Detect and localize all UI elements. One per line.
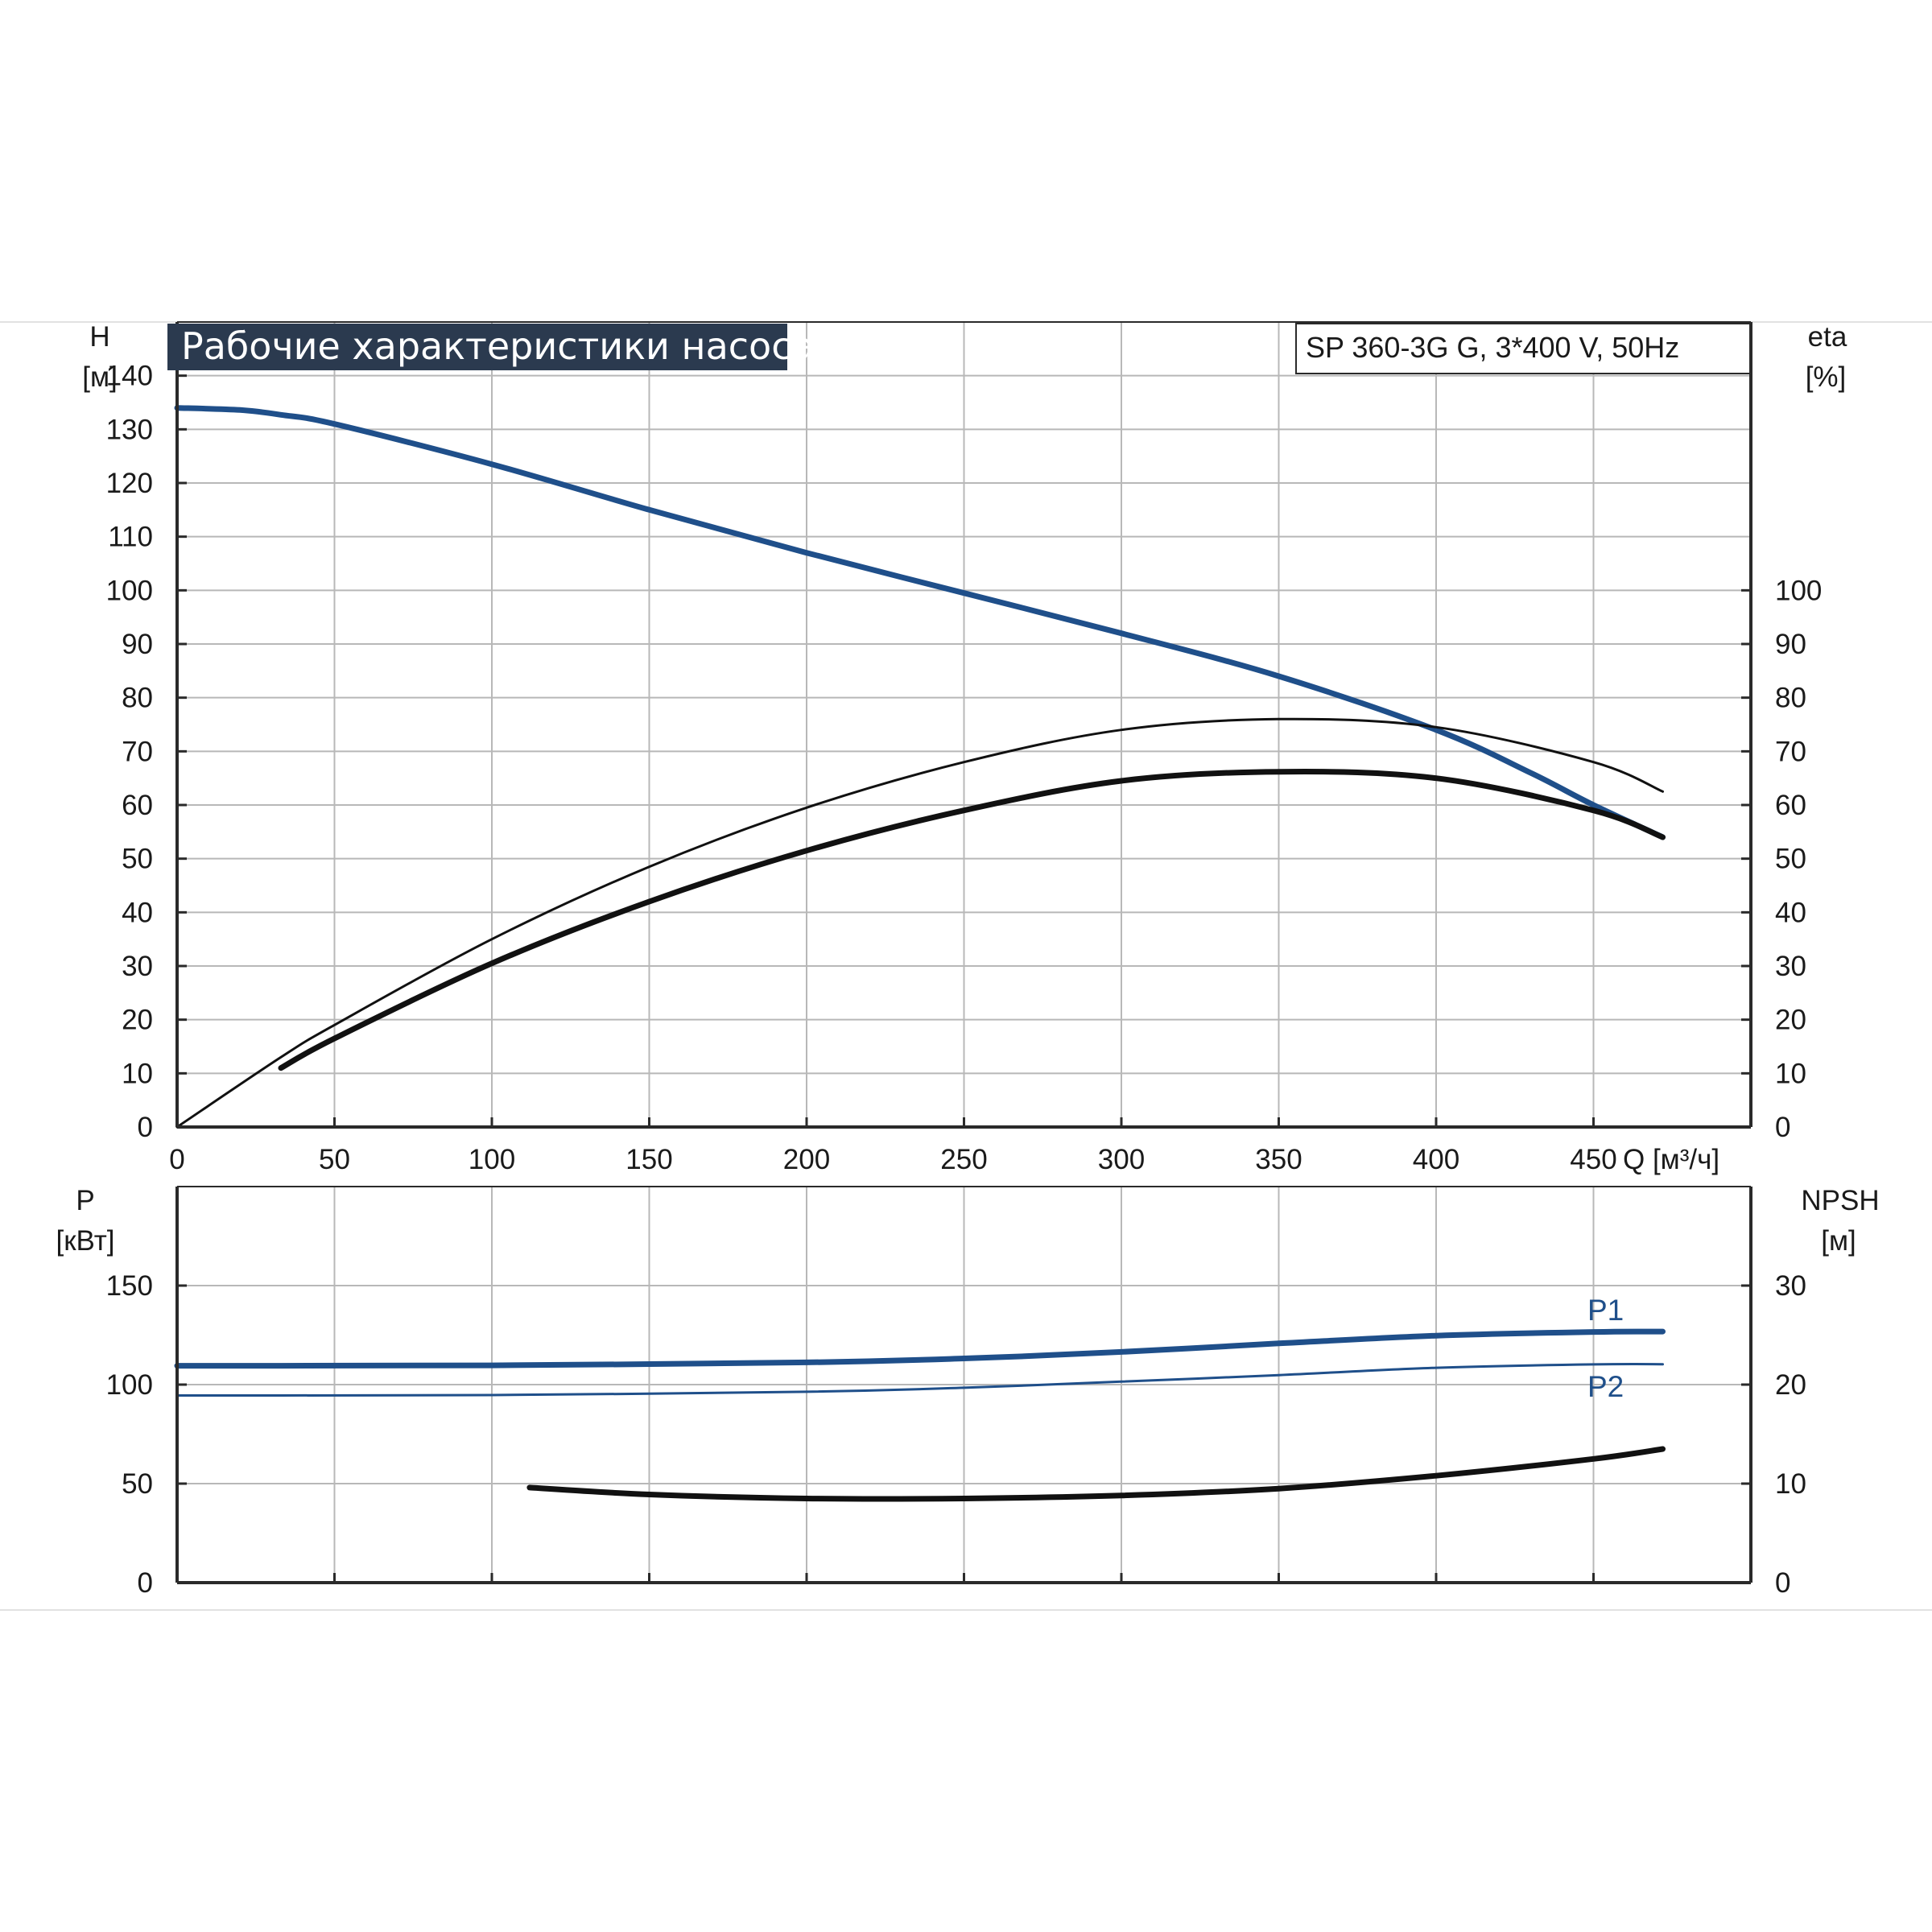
x-tick-label: 350: [1255, 1144, 1302, 1175]
p-axis-unit: [кВт]: [56, 1225, 115, 1257]
bottom-panel-grid: [177, 1186, 1752, 1583]
chart-title: Рабочие характеристики насоса: [181, 324, 815, 368]
bottom-panel-axes: [175, 1186, 1752, 1584]
q-axis-label: Q [м³/ч]: [1623, 1144, 1719, 1175]
h-tick-label: 50: [122, 844, 153, 875]
h-tick-label: 110: [108, 522, 153, 553]
p-axis-label: P: [76, 1185, 94, 1216]
p-tick-label: 150: [106, 1270, 153, 1302]
x-tick-label: 150: [625, 1144, 672, 1175]
x-tick-label: 200: [783, 1144, 830, 1175]
eta-tick-label: 100: [1775, 575, 1822, 606]
h-tick-label: 10: [122, 1058, 153, 1089]
npsh-axis-label: NPSH: [1801, 1185, 1879, 1216]
eta-axis-unit: [%]: [1806, 361, 1847, 393]
tick-labels: 0 50 100 150 200 250 300 350 400 4500102030405060…: [106, 361, 1823, 1599]
bottom-npsh-curve: [526, 1446, 1666, 1502]
npsh-tick-label: 20: [1775, 1369, 1806, 1401]
x-tick-label: 450: [1570, 1144, 1616, 1175]
p-tick-label: 50: [122, 1468, 153, 1500]
npsh-tick-label: 0: [1775, 1567, 1790, 1599]
eta-tick-label: 50: [1775, 844, 1806, 875]
x-tick-label: 50: [319, 1144, 350, 1175]
eta-tick-label: 20: [1775, 1005, 1806, 1036]
x-tick-label: 400: [1413, 1144, 1459, 1175]
top-panel-axes: [175, 321, 1752, 1129]
h-tick-label: 80: [122, 683, 153, 714]
x-tick-label: 250: [940, 1144, 987, 1175]
npsh-axis-unit: [м]: [1821, 1225, 1856, 1257]
h-tick-label: 60: [122, 790, 153, 821]
bottom-p2-curve: [175, 1363, 1664, 1397]
x-tick-label: 100: [469, 1144, 515, 1175]
p-tick-label: 100: [106, 1369, 153, 1401]
bottom-panel-curves: [174, 1328, 1666, 1502]
h-tick-label: 100: [106, 575, 153, 606]
npsh-tick-label: 30: [1775, 1270, 1806, 1302]
h-axis-unit: [м]: [82, 361, 118, 393]
p1-series-label: P1: [1587, 1294, 1624, 1327]
h-tick-label: 30: [122, 951, 153, 982]
eta-tick-label: 10: [1775, 1058, 1806, 1089]
h-tick-label: 120: [106, 468, 153, 499]
npsh-tick-label: 10: [1775, 1468, 1806, 1500]
chart-title-background: [167, 324, 787, 370]
h-tick-label: 40: [122, 897, 153, 928]
eta-tick-label: 70: [1775, 736, 1806, 767]
bottom-p1-curve: [174, 1328, 1666, 1369]
h-tick-label: 90: [122, 629, 153, 660]
p-tick-label: 0: [138, 1567, 153, 1599]
x-tick-label: 0: [169, 1144, 184, 1175]
top-h-curve: [174, 405, 1666, 840]
h-tick-label: 20: [122, 1005, 153, 1036]
top-panel-curves: [174, 405, 1666, 1129]
eta-tick-label: 30: [1775, 951, 1806, 982]
eta-axis-label: eta: [1808, 321, 1847, 353]
eta-tick-label: 40: [1775, 897, 1806, 928]
h-tick-label: 0: [138, 1112, 153, 1143]
h-tick-label: 140: [106, 361, 153, 392]
h-tick-label: 130: [106, 414, 153, 445]
eta-tick-label: 80: [1775, 683, 1806, 714]
top-eta-total-curve: [278, 769, 1666, 1071]
h-tick-label: 70: [122, 736, 153, 767]
eta-tick-label: 90: [1775, 629, 1806, 660]
eta-tick-label: 0: [1775, 1112, 1790, 1143]
model-label: SP 360-3G G, 3*400 V, 50Hz: [1306, 331, 1679, 364]
x-tick-label: 300: [1098, 1144, 1145, 1175]
p2-series-label: P2: [1587, 1370, 1624, 1403]
h-axis-label: H: [89, 321, 109, 353]
top-eta-curve: [175, 717, 1664, 1129]
model-label-box: [1295, 323, 1751, 374]
eta-tick-label: 60: [1775, 790, 1806, 821]
